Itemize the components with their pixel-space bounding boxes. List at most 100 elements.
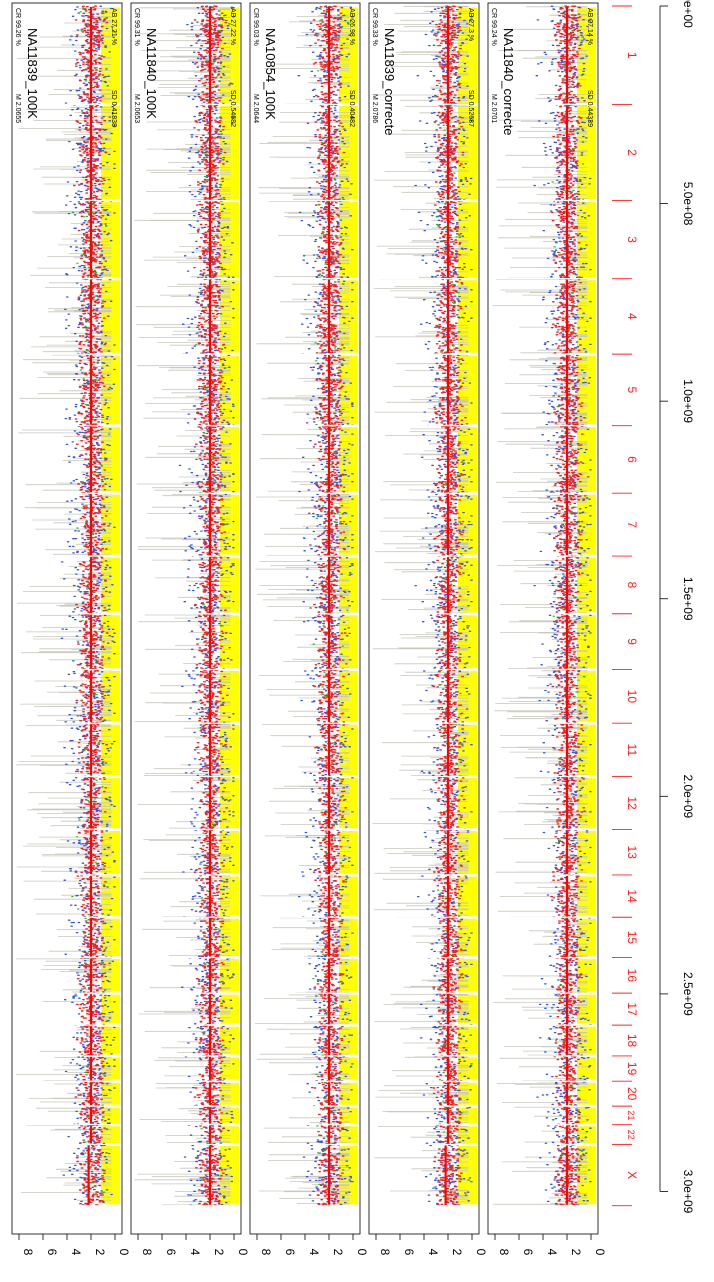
chromosome-label-1: 1	[625, 52, 639, 59]
y-tick-label: 8	[378, 1249, 392, 1256]
panel-5: CR 99.24 % M 2.0701 NA11840_correcte AB 27.…	[487, 2, 607, 1256]
chromosome-label-21: 21	[626, 1110, 636, 1120]
y-tick-label: 8	[140, 1249, 154, 1256]
chromosome-label-10: 10	[625, 690, 639, 704]
panel-m-label: M 2.0786	[371, 94, 378, 123]
background-strip-chr-10	[458, 670, 477, 722]
panel-cr-label: CR 99.03 %	[252, 8, 259, 46]
background-strip-chr-4	[577, 280, 596, 353]
panel-3: CR 99.03 % M 2.0644 NA10854_100K AB 26.98 %…	[249, 2, 369, 1256]
background-strip-chr-9	[220, 615, 239, 668]
y-tick-label: 4	[69, 1249, 83, 1256]
panel-cr-label: CR 99.33 %	[371, 8, 378, 46]
background-strip-chr-22	[458, 1126, 477, 1143]
panel-cr-label: CR 99.24 %	[490, 8, 497, 46]
panel-sd-label: SD 0.41838	[110, 90, 117, 127]
chromosome-label-19: 19	[625, 1062, 639, 1076]
background-strip-chr-16	[101, 959, 120, 992]
background-strip-chr-3	[101, 201, 120, 278]
panel-ab-label: AB 27.14 %	[586, 8, 593, 45]
chromosome-label-20: 20	[625, 1087, 639, 1101]
background-strip-chr-3	[577, 201, 596, 278]
y-tick-label: 0	[355, 1249, 369, 1256]
background-strip-chr-17	[220, 994, 239, 1024]
panel-sd-label: SD 0.44339	[586, 90, 593, 127]
background-strip-chr-13	[220, 831, 239, 874]
background-strip-chr-11	[577, 724, 596, 776]
y-tick-label: 8	[21, 1249, 35, 1256]
x-tick-label: 5.0e+08	[681, 182, 695, 226]
background-strip-chr-21	[577, 1107, 596, 1124]
panel-sample-name: NA10854_100K	[263, 28, 278, 120]
panel-m-label: M 2.0701	[490, 94, 497, 123]
panel-m-label: M 2.0655	[14, 94, 21, 123]
background-strip-chr-10	[220, 670, 239, 722]
chromosome-label-3: 3	[625, 236, 639, 243]
chromosome-label-8: 8	[625, 582, 639, 589]
chromosome-label-17: 17	[625, 1002, 639, 1016]
chromosome-label-13: 13	[625, 846, 639, 860]
chromosome-label-15: 15	[625, 931, 639, 945]
panel-m-label: M 2.0653	[133, 94, 140, 123]
panel-m-label: M 2.0644	[252, 94, 259, 123]
background-strip-chr-8	[220, 557, 239, 613]
background-strip-chr-13	[577, 831, 596, 874]
background-strip-chr-5	[339, 355, 358, 425]
panel-sd-label: SD 0.40482	[348, 90, 355, 127]
background-strip-chr-12	[101, 778, 120, 829]
panel-sd-label: SD 0.52687	[467, 90, 474, 127]
background-strip-chr-11	[339, 724, 358, 776]
y-tick-label: 6	[283, 1249, 297, 1256]
background-strip-chr-20	[458, 1082, 477, 1105]
x-tick-label: 0.0e+00	[681, 0, 695, 28]
x-tick-label: 2.5e+09	[681, 972, 695, 1016]
y-tick-label: 2	[450, 1249, 464, 1256]
panel-1: CR 99.26 % M 2.0655 NA11839_100K AB 27.21 %…	[11, 2, 131, 1256]
background-strip-chr-22	[220, 1126, 239, 1143]
x-tick-label: 3.0e+09	[681, 1170, 695, 1214]
background-strip-chr-11	[220, 724, 239, 776]
y-tick-label: 6	[164, 1249, 178, 1256]
y-tick-label: 0	[474, 1249, 488, 1256]
panel-ab-label: AB 27.3 %	[467, 8, 474, 41]
panel-ab-label: AB 26.98 %	[348, 8, 355, 45]
chromosome-label-11: 11	[625, 744, 639, 757]
background-strip-chr-10	[101, 670, 120, 722]
background-strip-chr-8	[339, 557, 358, 613]
background-strip-chr-1	[339, 7, 358, 103]
y-tick-label: 2	[331, 1249, 345, 1256]
background-strip-chr-X	[458, 1145, 477, 1205]
background-strip-chr-8	[458, 557, 477, 613]
background-strip-chr-6	[101, 427, 120, 492]
background-strip-chr-19	[458, 1057, 477, 1080]
panel-4: CR 99.33 % M 2.0786 NA11839_correcte AB 27.…	[368, 2, 488, 1256]
panel-sample-name: NA11840_100K	[144, 28, 159, 119]
background-strip-chr-18	[458, 1026, 477, 1055]
points-green	[312, 8, 352, 1193]
background-strip-chr-21	[458, 1107, 477, 1124]
y-tick-label: 4	[188, 1249, 202, 1256]
chromosome-label-4: 4	[625, 313, 639, 320]
y-tick-label: 4	[307, 1249, 321, 1256]
panel-sample-name: NA11839_correcte	[382, 28, 397, 135]
y-tick-label: 0	[236, 1249, 250, 1256]
background-strip-chr-19	[577, 1057, 596, 1080]
y-tick-label: 2	[212, 1249, 226, 1256]
background-strip-chr-20	[577, 1082, 596, 1105]
y-tick-label: 4	[545, 1249, 559, 1256]
background-strip-chr-15	[101, 918, 120, 957]
background-strip-chr-4	[101, 280, 120, 353]
chromosome-label-18: 18	[625, 1034, 639, 1048]
intensity-spikes	[15, 8, 112, 1201]
y-tick-label: 2	[569, 1249, 583, 1256]
y-tick-label: 2	[93, 1249, 107, 1256]
background-strip-chr-7	[101, 494, 120, 555]
background-strip-chr-15	[577, 918, 596, 957]
panel-sample-name: NA11839_100K	[25, 28, 40, 119]
background-strip-chr-5	[458, 355, 477, 425]
background-strip-chr-11	[101, 724, 120, 776]
chromosome-label-7: 7	[625, 521, 639, 528]
